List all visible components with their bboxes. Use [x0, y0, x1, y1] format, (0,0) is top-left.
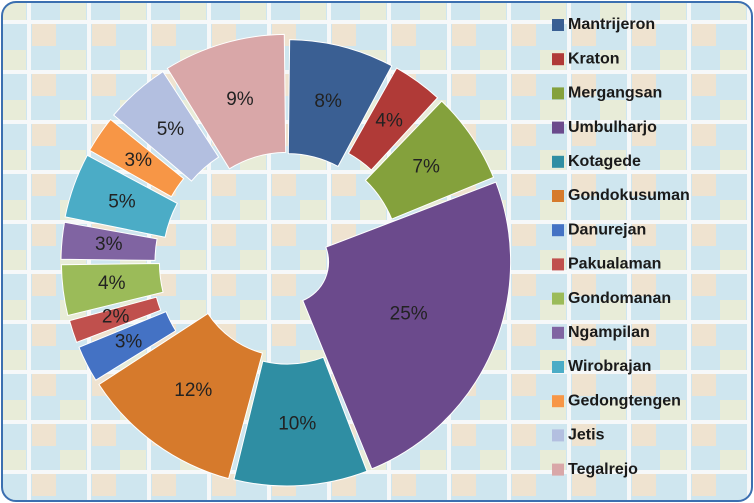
- segment: [64, 154, 178, 238]
- legend-marker: [552, 395, 564, 408]
- legend-label: Mergangsan: [568, 85, 662, 102]
- legend-marker: [552, 361, 564, 373]
- value-label: 9%: [226, 89, 254, 110]
- segment: [78, 310, 177, 381]
- legend-marker: [552, 87, 564, 100]
- segment: [364, 100, 495, 220]
- legend-marker: [552, 258, 564, 271]
- legend-label: Umbulharjo: [568, 119, 657, 136]
- legend-label: Tegalrejo: [568, 461, 638, 478]
- legend-marker: [552, 292, 564, 305]
- segment: [98, 312, 264, 480]
- legend-marker: [552, 190, 564, 202]
- segment: [88, 118, 185, 198]
- legend-marker: [552, 224, 564, 237]
- segment: [60, 263, 164, 317]
- segment: [347, 67, 439, 171]
- value-label: 25%: [390, 304, 428, 325]
- value-label: 8%: [314, 91, 342, 112]
- value-label: 12%: [174, 380, 212, 401]
- segment: [302, 181, 512, 470]
- segment: [68, 296, 162, 344]
- legend-label: Pakualaman: [568, 256, 661, 273]
- value-label: 3%: [95, 234, 123, 255]
- segment: [112, 70, 220, 182]
- legend-marker: [552, 155, 564, 168]
- legend-label: Kraton: [568, 50, 620, 67]
- legend-marker: [552, 53, 564, 66]
- legend-label: Wirobrajan: [568, 358, 651, 375]
- value-label: 5%: [108, 192, 136, 213]
- legend-label: Gondomanan: [568, 290, 671, 307]
- value-label: 7%: [412, 156, 440, 177]
- legend-label: Gedongtengen: [568, 392, 681, 409]
- legend-label: Jetis: [568, 427, 605, 444]
- legend-label: Ngampilan: [568, 324, 650, 341]
- segment: [166, 33, 287, 170]
- value-label: 4%: [98, 273, 126, 294]
- legend-marker: [552, 121, 564, 134]
- legend-label: Kotagede: [568, 153, 641, 170]
- legend-label: Mantrijeron: [568, 16, 655, 33]
- value-label: 10%: [278, 414, 316, 435]
- legend-marker: [552, 326, 564, 339]
- segment: [287, 39, 393, 168]
- value-label: 3%: [115, 332, 143, 353]
- value-label: 2%: [102, 307, 130, 328]
- legend-marker: [552, 429, 564, 442]
- legend-marker: [552, 463, 564, 476]
- segment: [60, 221, 158, 261]
- legend-label: Gondokusuman: [568, 187, 690, 204]
- value-label: 5%: [157, 119, 185, 140]
- segment: [233, 356, 368, 487]
- value-label: 4%: [375, 110, 403, 131]
- legend-marker: [552, 19, 564, 31]
- value-label: 3%: [125, 150, 153, 171]
- legend-label: Danurejan: [568, 221, 646, 238]
